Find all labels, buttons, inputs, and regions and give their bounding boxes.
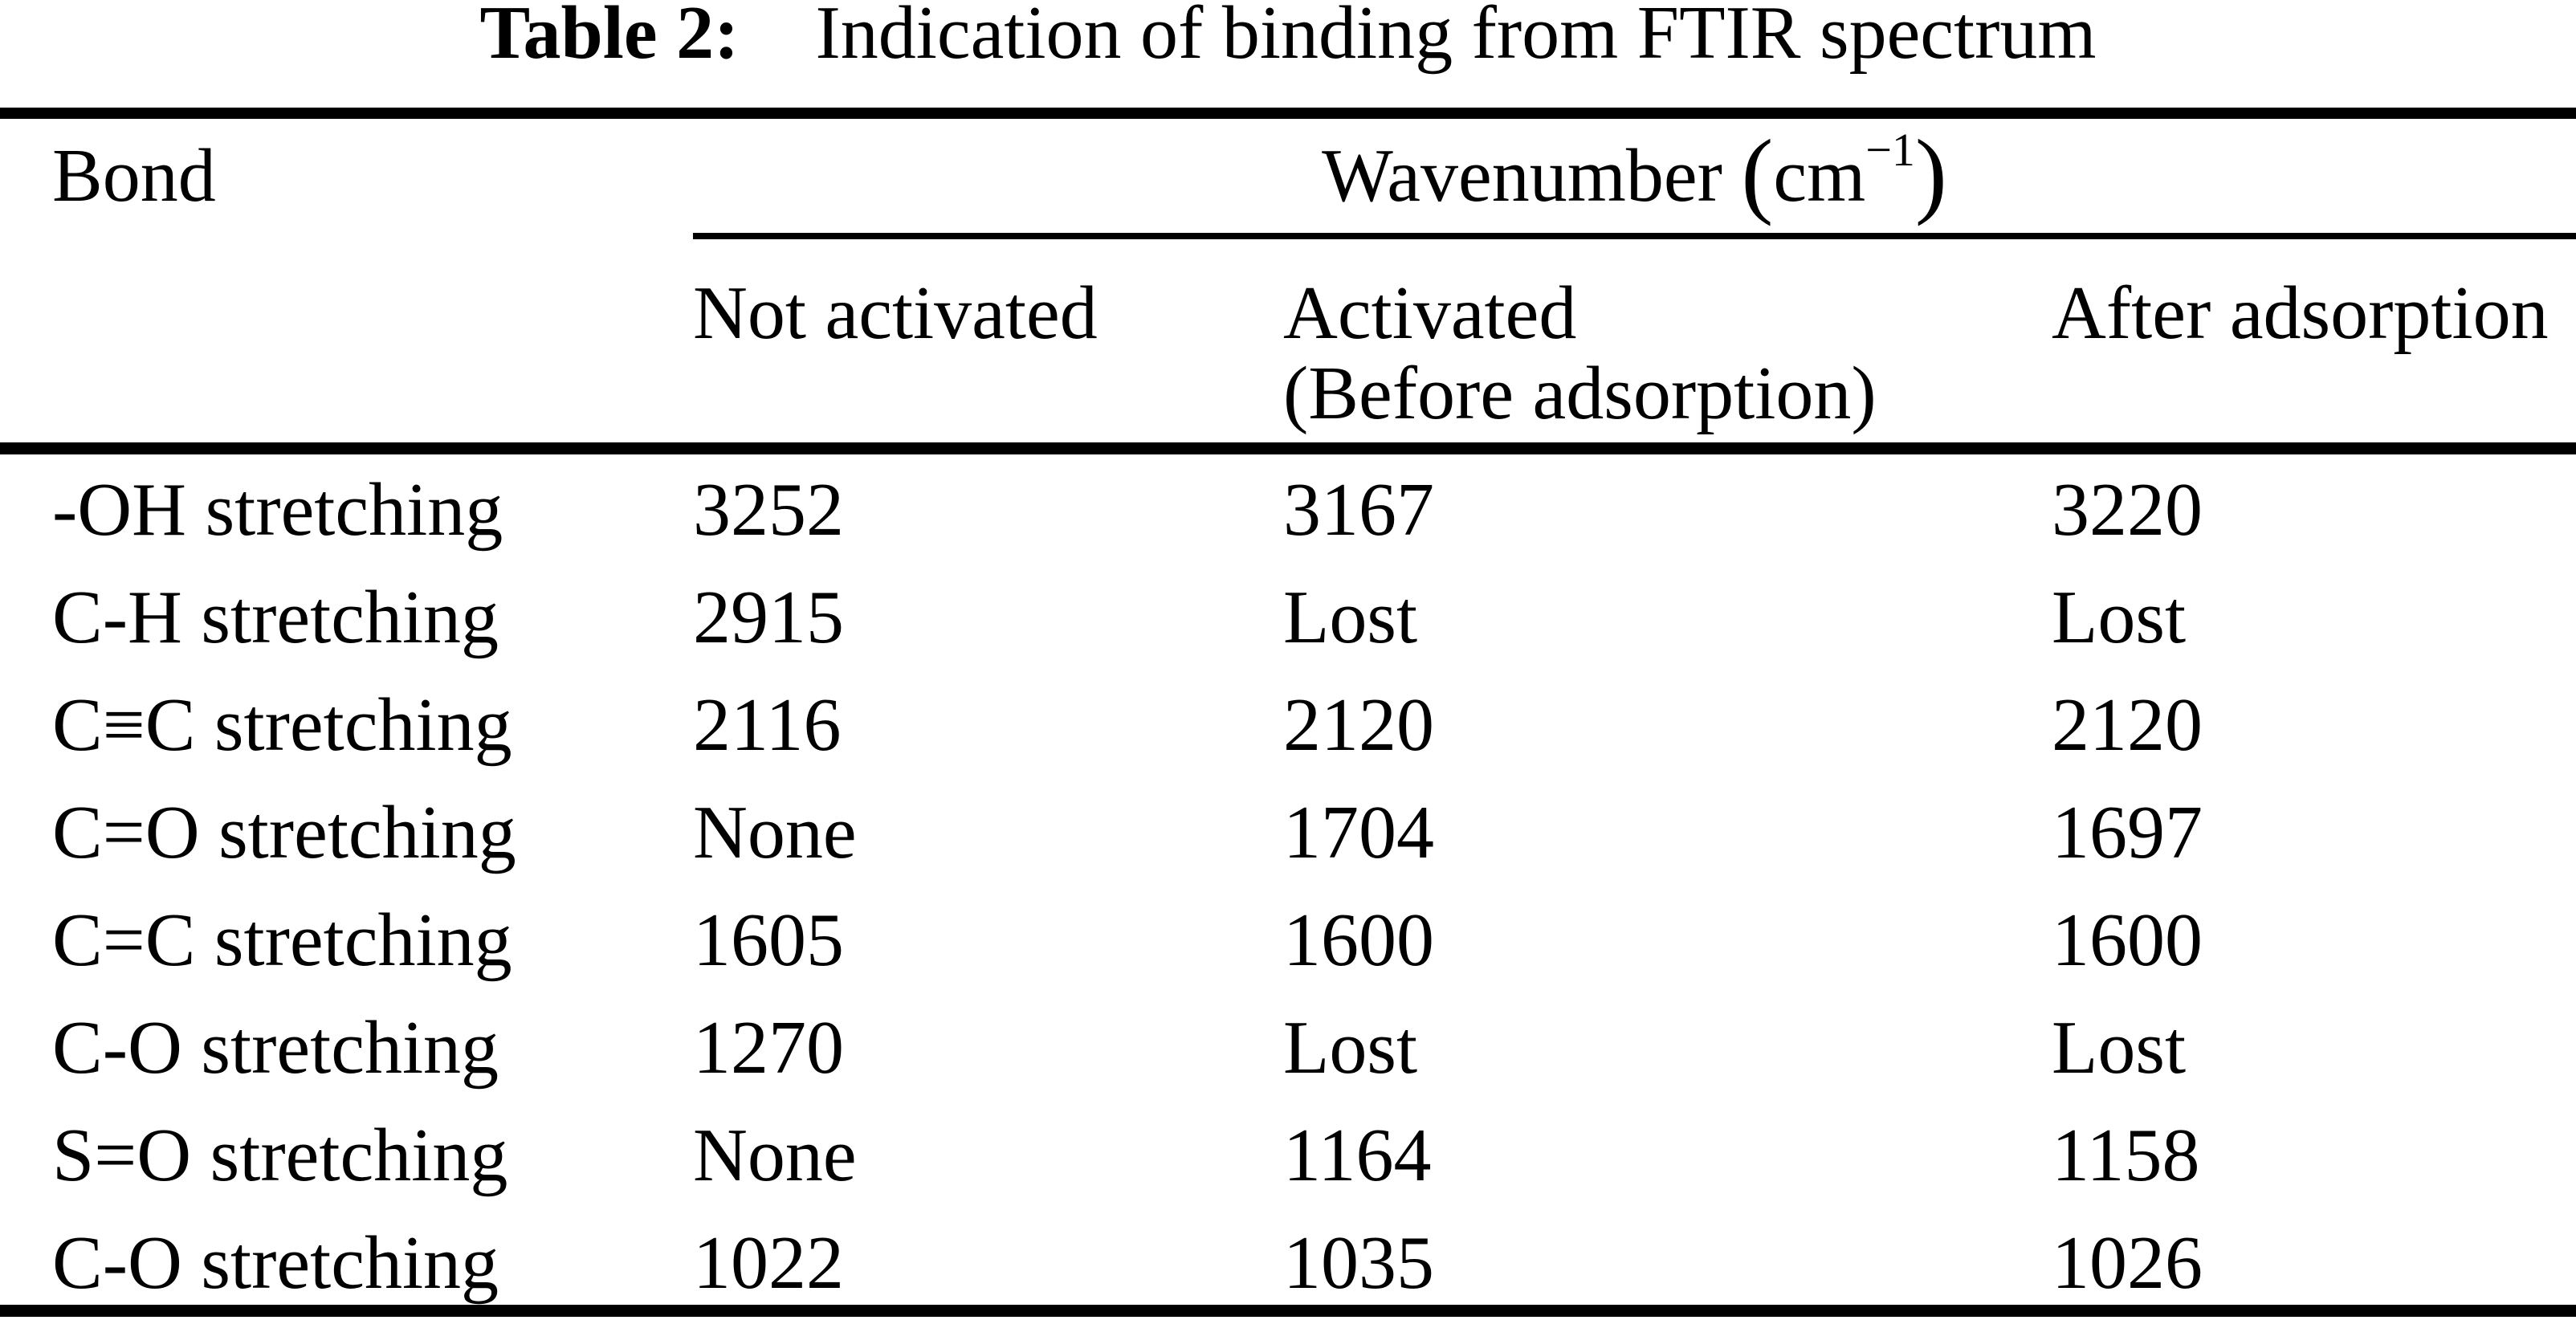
after-adsorption-cell: 2120 bbox=[2052, 683, 2203, 767]
table-row: C=O stretching None 1704 1697 bbox=[0, 795, 2576, 902]
wavenumber-prefix: Wavenumber bbox=[1322, 134, 1742, 218]
subcolumn-header-activated: Activated (Before adsorption) bbox=[1283, 273, 2086, 434]
table-row: S=O stretching None 1164 1158 bbox=[0, 1118, 2576, 1225]
not-activated-cell: 1022 bbox=[693, 1221, 844, 1305]
activated-cell: 2120 bbox=[1283, 683, 1434, 767]
activated-cell: 3167 bbox=[1283, 468, 1434, 552]
wavenumber-unit: cm bbox=[1773, 134, 1866, 218]
not-activated-cell: 1270 bbox=[693, 1006, 844, 1090]
wavenumber-close-paren: ) bbox=[1914, 120, 1947, 226]
activated-cell: 1035 bbox=[1283, 1221, 1434, 1305]
table-row: C-H stretching 2915 Lost Lost bbox=[0, 580, 2576, 687]
table-row: C=C stretching 1605 1600 1600 bbox=[0, 902, 2576, 1010]
bond-cell: S=O stretching bbox=[52, 1114, 508, 1197]
bond-cell: C=C stretching bbox=[52, 898, 512, 982]
activated-cell: Lost bbox=[1283, 576, 1418, 659]
table-row: C-O stretching 1022 1035 1026 bbox=[0, 1225, 2576, 1320]
activated-cell: 1600 bbox=[1283, 898, 1434, 982]
activated-cell: 1704 bbox=[1283, 791, 1434, 874]
after-adsorption-cell: 1600 bbox=[2052, 898, 2203, 982]
not-activated-cell: None bbox=[693, 1114, 857, 1197]
column-header-wavenumber: Wavenumber (cm−1) bbox=[693, 125, 2576, 222]
table-caption: Table 2: Indication of binding from FTIR … bbox=[0, 0, 2576, 71]
after-adsorption-cell: 3220 bbox=[2052, 468, 2203, 552]
bond-cell: C-O stretching bbox=[52, 1006, 499, 1090]
bond-cell: C-O stretching bbox=[52, 1221, 499, 1305]
table-row: C-O stretching 1270 Lost Lost bbox=[0, 1010, 2576, 1118]
table-rule-mid bbox=[0, 442, 2576, 454]
bond-cell: C≡C stretching bbox=[52, 683, 512, 767]
activated-cell: 1164 bbox=[1283, 1114, 1432, 1197]
bond-cell: -OH stretching bbox=[52, 468, 503, 552]
not-activated-cell: 3252 bbox=[693, 468, 844, 552]
after-adsorption-cell: 1158 bbox=[2052, 1114, 2200, 1197]
not-activated-cell: None bbox=[693, 791, 857, 874]
activated-cell: Lost bbox=[1283, 1006, 1418, 1090]
subcolumn-header-after-adsorption: After adsorption bbox=[2052, 271, 2549, 355]
table-row: -OH stretching 3252 3167 3220 bbox=[0, 472, 2576, 580]
table-caption-text: Indication of binding from FTIR spectrum bbox=[815, 0, 2097, 75]
subcolumn-header-activated-line2: (Before adsorption) bbox=[1283, 352, 1877, 435]
after-adsorption-cell: 1026 bbox=[2052, 1221, 2203, 1305]
not-activated-cell: 1605 bbox=[693, 898, 844, 982]
wavenumber-open-paren: ( bbox=[1741, 120, 1774, 226]
not-activated-cell: 2116 bbox=[693, 683, 842, 767]
table-rule-top bbox=[0, 108, 2576, 119]
after-adsorption-cell: Lost bbox=[2052, 576, 2187, 659]
bond-cell: C-H stretching bbox=[52, 576, 499, 659]
after-adsorption-cell: Lost bbox=[2052, 1006, 2187, 1090]
subcolumn-header-not-activated: Not activated bbox=[693, 271, 1098, 355]
table-caption-label: Table 2: bbox=[479, 0, 740, 75]
column-header-bond: Bond bbox=[52, 134, 216, 218]
table-row: C≡C stretching 2116 2120 2120 bbox=[0, 687, 2576, 795]
subcolumn-header-activated-line1: Activated bbox=[1283, 271, 1577, 355]
bond-cell: C=O stretching bbox=[52, 791, 516, 874]
table-rule-bottom bbox=[0, 1305, 2576, 1317]
table-rule-spanner bbox=[693, 233, 2576, 239]
not-activated-cell: 2915 bbox=[693, 576, 844, 659]
wavenumber-exponent: −1 bbox=[1865, 124, 1915, 176]
after-adsorption-cell: 1697 bbox=[2052, 791, 2203, 874]
